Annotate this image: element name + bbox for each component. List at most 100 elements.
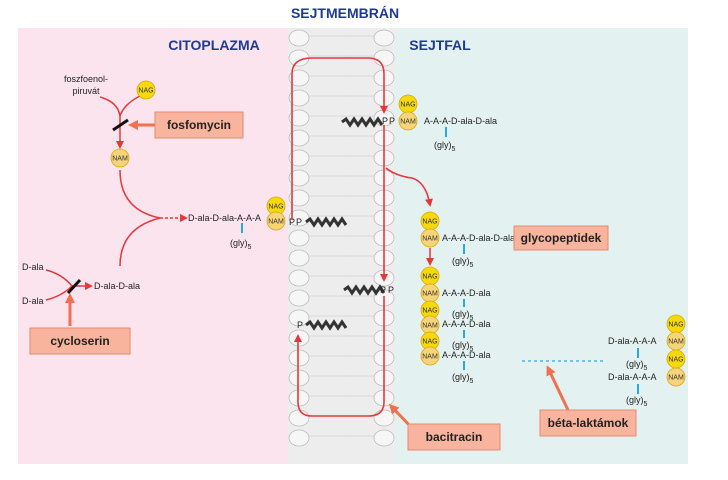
lipid-head xyxy=(288,249,310,267)
crosslink-gly-2: (gly)5 xyxy=(626,395,648,408)
dala-label-top: D-ala xyxy=(22,262,44,272)
nam-circle-precursor-label: NAM xyxy=(268,219,284,226)
lipid-head xyxy=(288,409,310,427)
nag-circle-stack-2-label: NAG xyxy=(422,274,437,281)
lipid-head xyxy=(373,429,395,447)
phosphate-4: P xyxy=(297,320,303,330)
crosslink-chain-2: D-ala-A-A-A xyxy=(608,372,657,382)
nag-circle-crosslink-1-label: NAG xyxy=(668,322,683,329)
pep-label-line2: piruvát xyxy=(72,86,100,96)
lipid-head xyxy=(373,29,395,47)
nam-circle-precursor xyxy=(266,211,286,231)
lipid-head xyxy=(288,329,310,347)
stack-chain-2: A-A-A-D-ala xyxy=(442,288,491,298)
lipid-head xyxy=(288,29,310,47)
phosphate-3b: P xyxy=(388,285,394,295)
lipid-head xyxy=(288,309,310,327)
lipid-head xyxy=(288,349,310,367)
stack-chain-1: A-A-A-D-ala-D-ala xyxy=(442,233,515,243)
beta-lactam-inhibition-arrow xyxy=(546,365,570,411)
membrane-title: SEJTMEMBRÁN xyxy=(291,5,399,21)
dala-label-bottom: D-ala xyxy=(22,296,44,306)
lipid-head xyxy=(288,109,310,127)
precursor-chain: D-ala-D-ala-A-A-A xyxy=(188,213,261,223)
lipid-head xyxy=(288,229,310,247)
nam-circle-stack-1 xyxy=(420,228,440,248)
nag-circle-cytoplasm-label: NAG xyxy=(138,88,153,95)
lipid-carrier-zigzag-3 xyxy=(343,284,386,296)
lipid-head xyxy=(288,169,310,187)
fosfomycin-block-bar xyxy=(112,118,129,132)
nag-circle-stack-1-label: NAG xyxy=(422,219,437,226)
stack-gly-4: (gly)5 xyxy=(452,372,474,385)
nam-circle-stack-4-label: NAM xyxy=(422,354,438,361)
nam-circle-crosslink-1-label: NAM xyxy=(668,339,684,346)
lipid-bilayer xyxy=(288,28,396,464)
dala-bottom-arrow xyxy=(45,285,73,301)
lipid-head xyxy=(288,89,310,107)
bacitracin-label: bacitracin xyxy=(426,430,483,444)
cycloserin-label: cycloserin xyxy=(50,334,109,348)
fosfomycin-box xyxy=(154,111,244,139)
glycopeptide-label: glycopeptidek xyxy=(521,231,602,245)
phosphate-2a: P xyxy=(382,116,388,126)
crosslink-chain-1: D-ala-A-A-A xyxy=(608,336,657,346)
lipid-carrier-zigzag-1 xyxy=(305,216,348,228)
to-glycopeptide-arrow xyxy=(385,167,433,207)
phosphate-1a: P xyxy=(289,217,295,227)
lipid-carrier-zigzag-2 xyxy=(341,116,384,128)
nam-circle-stack-2-label: NAM xyxy=(422,291,438,298)
nam-circle-crosslink-2 xyxy=(666,367,686,387)
lipid-head xyxy=(288,189,310,207)
wall-top-chain: A-A-A-D-ala-D-ala xyxy=(424,116,497,126)
nag-circle-wall-top-label: NAG xyxy=(400,102,415,109)
sugar-circles: NAG NAM NAG NAM NAG NAM NAG NAM NAG NAM NAG NAM NAG N… xyxy=(110,80,686,387)
nam-circle-wall-top xyxy=(398,111,418,131)
lipid-head xyxy=(288,69,310,87)
dipeptide-to-precursor-curve xyxy=(119,217,161,267)
lipid-head xyxy=(373,409,395,427)
bacitracin-box xyxy=(407,423,501,451)
stack-gly-2: (gly)5 xyxy=(452,309,474,322)
dala-top-arrow xyxy=(45,269,73,287)
dipeptide-label: D-ala-D-ala xyxy=(94,281,140,291)
fosfomycin-label: fosfomycin xyxy=(167,118,231,132)
crosslink-gly-1: (gly)5 xyxy=(626,359,648,372)
translocation-arrow xyxy=(291,57,388,220)
cell-wall-title: SEJTFAL xyxy=(409,37,471,53)
nam-circle-cytoplasm xyxy=(110,148,130,168)
cycloserin-box xyxy=(29,327,131,355)
lipid-head xyxy=(288,429,310,447)
nam-circle-cytoplasm-label: NAM xyxy=(112,156,128,163)
lipid-head xyxy=(288,389,310,407)
beta-lactam-box xyxy=(539,409,637,437)
nag-circle-stack-3-label: NAG xyxy=(422,308,437,315)
nam-circle-wall-top-label: NAM xyxy=(400,119,416,126)
nam-circle-stack-4 xyxy=(420,346,440,366)
lipid-head xyxy=(288,269,310,287)
nag-circle-cytoplasm xyxy=(136,80,156,100)
nag-circle-precursor-label: NAG xyxy=(268,204,283,211)
carrier-recycle-arrow xyxy=(294,296,385,417)
nam-to-precursor-curve xyxy=(119,169,161,219)
nam-circle-stack-1-label: NAM xyxy=(422,236,438,243)
wall-top-gly: (gly)5 xyxy=(434,140,456,153)
pep-arrow-curve xyxy=(99,96,121,117)
cycloserin-block-bar xyxy=(66,278,82,295)
lipid-carrier-zigzag-4 xyxy=(305,319,348,331)
lipid-head xyxy=(288,129,310,147)
lipid-head xyxy=(288,369,310,387)
beta-lactam-label: béta-laktámok xyxy=(548,416,629,430)
stack-chain-3: A-A-A-D-ala xyxy=(442,319,491,329)
stack-gly-1: (gly)5 xyxy=(452,256,474,269)
phosphate-3a: P xyxy=(380,285,386,295)
phosphate-1b: P xyxy=(296,217,302,227)
lipid-head xyxy=(373,49,395,67)
nam-circle-crosslink-2-label: NAM xyxy=(668,375,684,382)
cytoplasm-region xyxy=(18,28,288,464)
stack-chain-4: A-A-A-D-ala xyxy=(442,350,491,360)
nam-circle-stack-3-label: NAM xyxy=(422,323,438,330)
stack-gly-3: (gly)5 xyxy=(452,340,474,353)
phosphate-2b: P xyxy=(389,116,395,126)
